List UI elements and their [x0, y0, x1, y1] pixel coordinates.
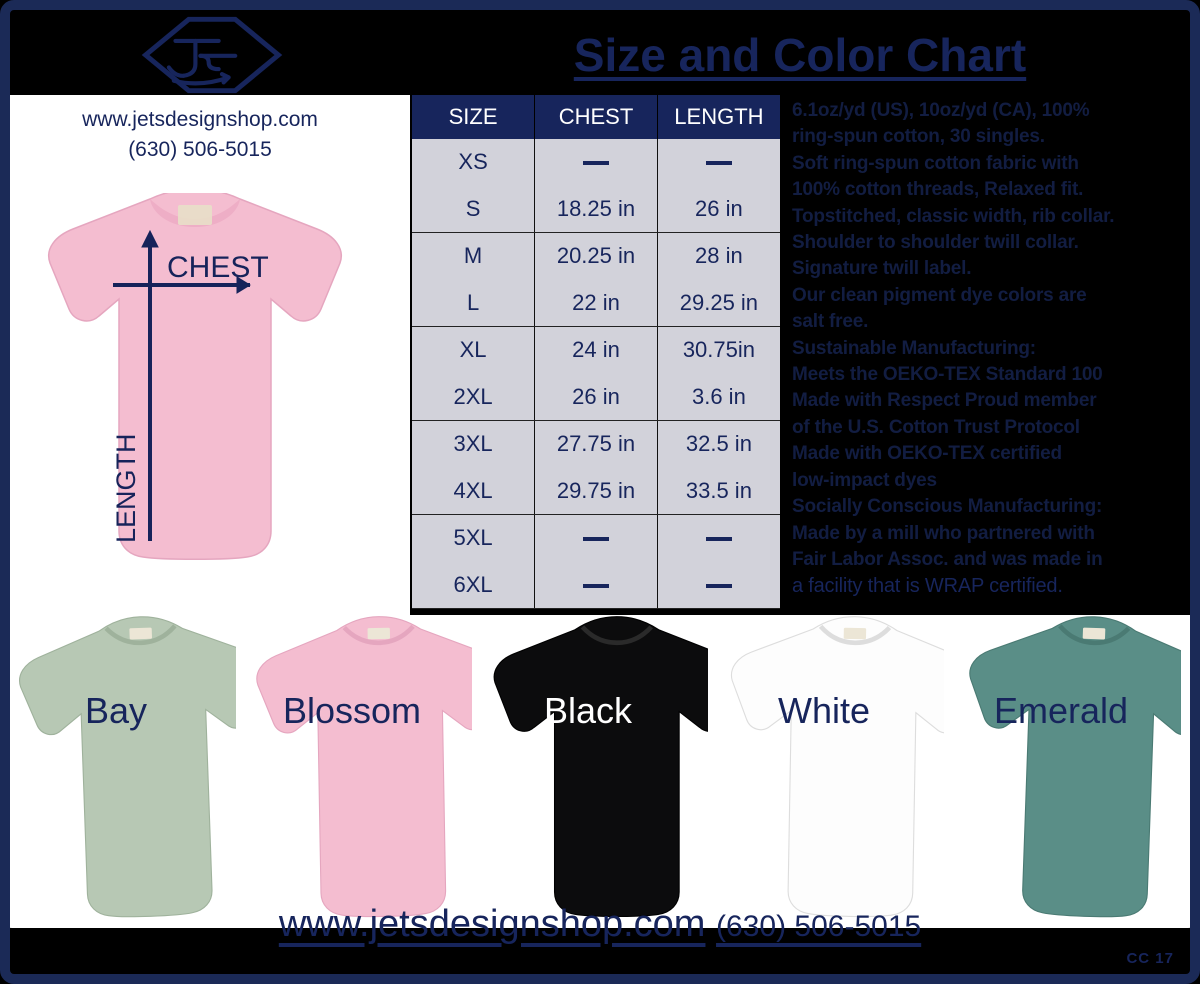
- svg-text:LENGTH: LENGTH: [111, 433, 141, 543]
- svg-text:CHEST: CHEST: [167, 251, 269, 284]
